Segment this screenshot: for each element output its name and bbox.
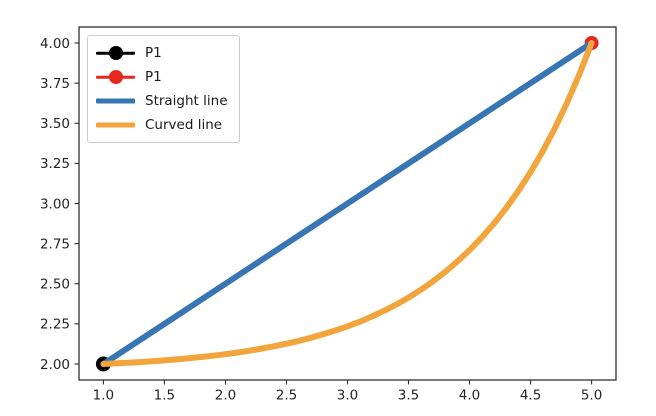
y-tick-label: 4.00	[40, 36, 70, 52]
y-tick-label: 3.25	[40, 156, 70, 172]
legend-swatch-dot	[108, 70, 123, 84]
series-line-3	[100, 40, 595, 367]
legend-label: Straight line	[145, 93, 228, 109]
y-tick-label: 3.50	[40, 116, 70, 132]
x-tick-label: 4.0	[459, 388, 480, 404]
y-tick-label: 3.75	[40, 76, 70, 92]
y-tick-label: 3.00	[40, 196, 70, 212]
legend-entry-0: P1	[96, 41, 228, 65]
legend-entry-2: Straight line	[96, 89, 228, 113]
x-tick-label: 2.0	[215, 388, 236, 404]
y-tick-label: 2.50	[40, 277, 70, 293]
legend-label: P1	[145, 45, 162, 61]
legend-label: P1	[145, 69, 162, 85]
legend-line-swatch	[96, 92, 135, 110]
y-tick-label: 2.25	[40, 317, 70, 333]
series-line-2	[100, 40, 595, 367]
legend-marker-swatch	[96, 44, 135, 62]
legend: P1 P1 Straight line Curved line	[87, 35, 240, 143]
x-tick-label: 2.5	[276, 388, 297, 404]
legend-line-swatch	[96, 116, 135, 134]
legend-marker-swatch	[96, 68, 135, 86]
x-tick-label: 1.0	[93, 388, 114, 404]
legend-entry-1: P1	[96, 65, 228, 89]
y-tick-label: 2.00	[40, 357, 70, 373]
x-tick-label: 1.5	[154, 388, 175, 404]
x-tick-label: 3.0	[337, 388, 358, 404]
legend-swatch-line	[96, 122, 135, 128]
x-tick-label: 3.5	[398, 388, 419, 404]
legend-swatch-dot	[108, 46, 123, 60]
legend-entry-3: Curved line	[96, 113, 228, 137]
x-tick-label: 5.0	[581, 388, 602, 404]
x-tick-label: 4.5	[520, 388, 541, 404]
y-tick-label: 2.75	[40, 236, 70, 252]
legend-label: Curved line	[145, 117, 223, 133]
legend-swatch-line	[96, 98, 135, 104]
